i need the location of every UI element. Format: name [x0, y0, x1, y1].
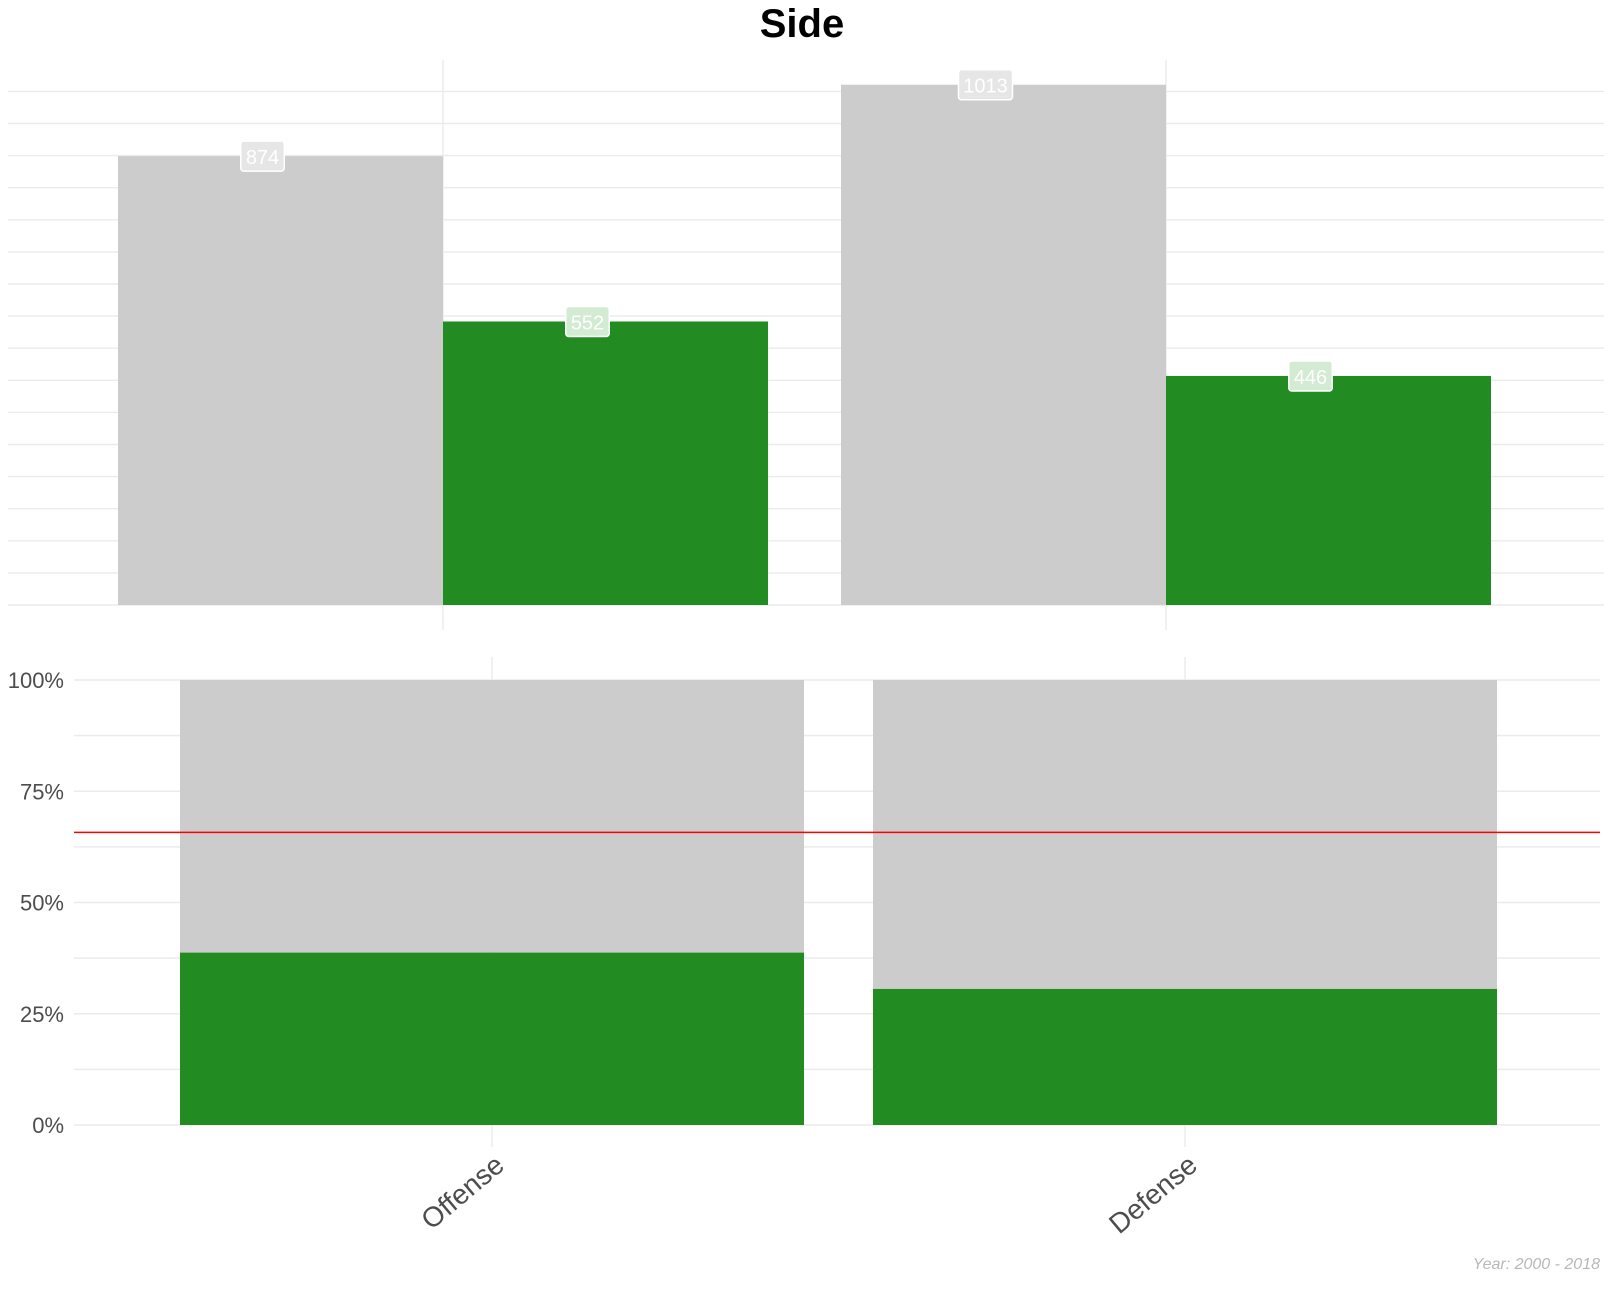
- data-label: 1013: [963, 76, 1008, 98]
- data-label-box: [565, 305, 610, 338]
- y-tick-label: 25%: [20, 1002, 64, 1027]
- data-label-box: [957, 68, 1014, 101]
- top-bar-defense-total: [841, 84, 1166, 605]
- chart-caption: Year: 2000 - 2018: [1472, 1256, 1600, 1273]
- x-tick-label: Defense: [1103, 1149, 1203, 1240]
- y-tick-label: 50%: [20, 891, 64, 916]
- top-panel: 874 552 1013 446: [8, 60, 1604, 630]
- bottom-bar-defense-highlight: [873, 988, 1497, 1125]
- data-label: 552: [571, 312, 604, 334]
- bottom-bar-offense-rest: [180, 680, 804, 953]
- top-bar-offense-highlight: [443, 321, 768, 605]
- y-tick-label: 100%: [8, 668, 64, 693]
- data-label: 446: [1294, 367, 1327, 389]
- bottom-bar-offense-highlight: [180, 952, 804, 1125]
- y-tick-label: 0%: [32, 1113, 64, 1138]
- top-bar-offense-total: [118, 156, 443, 605]
- y-tick-label: 75%: [20, 779, 64, 804]
- chart-title: Side: [759, 2, 845, 46]
- bottom-panel: 0% 25% 50% 75% 100% Offense Defense: [8, 657, 1600, 1240]
- top-bar-defense-highlight: [1166, 375, 1491, 605]
- data-label-box: [1288, 360, 1333, 392]
- data-label: 874: [246, 147, 279, 169]
- data-label-box: [240, 140, 285, 172]
- x-tick-label: Offense: [415, 1149, 510, 1235]
- bottom-bar-defense-rest: [873, 680, 1497, 989]
